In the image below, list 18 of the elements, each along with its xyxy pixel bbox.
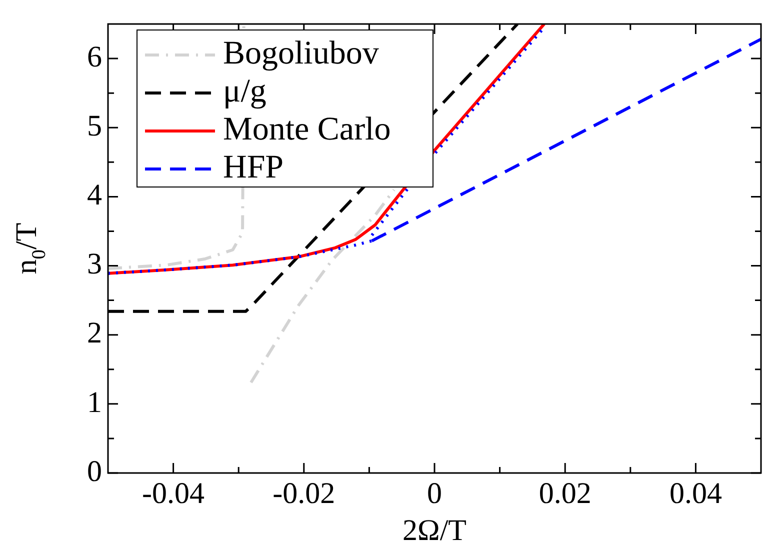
- y-tick-label: 1: [87, 386, 102, 419]
- legend-label: μ/g: [223, 74, 266, 110]
- legend-label: Bogoliubov: [223, 36, 380, 72]
- x-tick-label: -0.04: [142, 476, 205, 510]
- legend-label: Monte Carlo: [223, 112, 391, 148]
- x-tick-label: 0.04: [669, 476, 722, 510]
- x-tick-label: -0.02: [272, 476, 336, 510]
- x-axis-title: 2Ω/T: [402, 514, 466, 543]
- y-tick-label: 0: [87, 454, 102, 488]
- y-tick-label: 6: [87, 40, 102, 74]
- legend-label: HFP: [223, 150, 284, 186]
- y-tick-label: 2: [87, 316, 102, 350]
- y-axis-title: n0/T: [10, 222, 50, 274]
- x-tick-label: 0.02: [538, 476, 592, 510]
- y-tick-label: 3: [87, 248, 102, 281]
- y-tick-label: 5: [87, 109, 102, 142]
- x-tick-label: 0: [427, 476, 442, 510]
- y-tick-label: 4: [87, 178, 102, 212]
